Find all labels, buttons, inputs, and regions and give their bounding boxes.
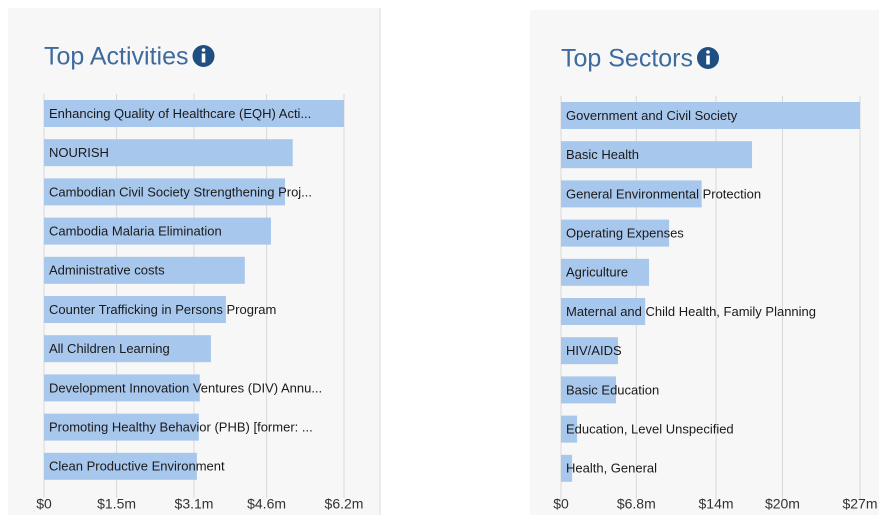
x-tick-label: $27m (842, 496, 877, 512)
bar-label: Administrative costs (49, 263, 165, 278)
bar-label: NOURISH (49, 145, 109, 160)
panel-title: Top Activities (44, 43, 189, 71)
bar-label: Cambodia Malaria Elimination (49, 224, 222, 239)
bar-label: Maternal and Child Health, Family Planni… (566, 304, 816, 319)
bar-label: Operating Expenses (566, 226, 684, 241)
bar (561, 141, 753, 169)
panel-title: Top Sectors (561, 45, 693, 73)
bar-label: Government and Civil Society (566, 108, 738, 123)
bar-label: Clean Productive Environment (49, 459, 225, 474)
bar (561, 454, 573, 482)
x-tick-label: $20m (765, 496, 800, 512)
bar (44, 100, 344, 127)
bar-label: Basic Education (566, 382, 659, 397)
x-tick-label: $1.5m (97, 496, 136, 512)
bar (44, 178, 285, 206)
info-icon-dot (706, 50, 710, 54)
bar (561, 180, 702, 208)
bar (44, 217, 271, 245)
bar-label: All Children Learning (49, 341, 170, 356)
bar (44, 374, 200, 402)
x-tick-label: $6.8m (617, 496, 656, 512)
x-tick-label: $4.6m (247, 496, 286, 512)
bar (44, 335, 211, 363)
bar-label: Promoting Healthy Behavior (PHB) [former… (49, 420, 313, 435)
bar (561, 376, 617, 404)
x-tick-label: $14m (699, 496, 734, 512)
bar (44, 256, 245, 284)
x-tick-label: $6.2m (325, 496, 364, 512)
bar (561, 298, 646, 325)
bar-label: Counter Trafficking in Persons Program (49, 302, 276, 317)
bar (561, 337, 619, 365)
bar-label: Enhancing Quality of Healthcare (EQH) Ac… (49, 106, 311, 121)
bar-label: General Environmental Protection (566, 186, 761, 201)
bar (561, 258, 650, 286)
bar (44, 452, 197, 480)
bar (44, 413, 199, 441)
bar-label: Cambodian Civil Society Strengthening Pr… (49, 184, 312, 199)
x-tick-label: $0 (36, 496, 52, 512)
x-tick-label: $0 (553, 496, 569, 512)
bar-label: HIV/AIDS (566, 343, 622, 358)
x-tick-label: $3.1m (175, 496, 214, 512)
info-icon-bar (706, 55, 710, 65)
info-icon-bar (201, 53, 206, 63)
bar (44, 296, 226, 323)
info-icon-dot (201, 48, 206, 52)
bar (561, 102, 860, 129)
bar (561, 219, 670, 247)
bar-label: Health, General (566, 461, 657, 476)
bar-label: Education, Level Unspecified (566, 422, 734, 437)
bar-label: Development Innovation Ventures (DIV) An… (49, 380, 322, 395)
bar (561, 415, 578, 443)
bar-label: Basic Health (566, 147, 639, 162)
bar-label: Agriculture (566, 265, 628, 280)
bar (44, 139, 293, 167)
